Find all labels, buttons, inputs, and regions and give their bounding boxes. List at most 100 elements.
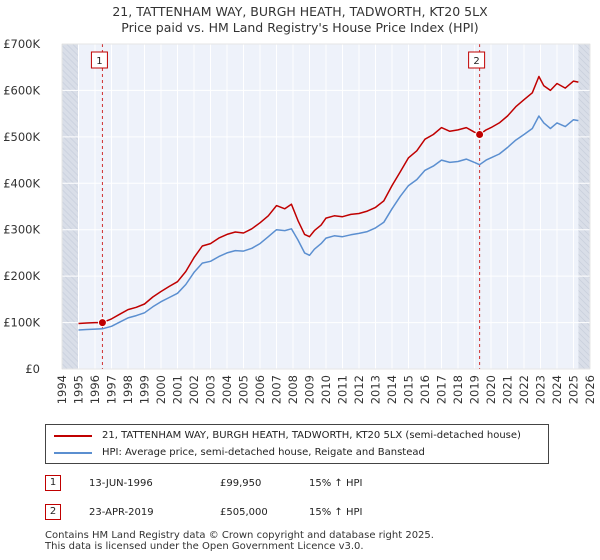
plot-border bbox=[61, 43, 591, 370]
hatch-line bbox=[578, 158, 591, 171]
x-tick-label: 1997 bbox=[105, 375, 119, 404]
hatch-line bbox=[578, 218, 591, 231]
x-tick-label: 2014 bbox=[385, 375, 399, 404]
hatch-line bbox=[61, 111, 79, 129]
legend-hpi-label: HPI: Average price, semi-detached house,… bbox=[102, 447, 425, 458]
x-tick-label: 2019 bbox=[468, 375, 482, 404]
hatch-line bbox=[61, 165, 79, 183]
x-tick-label: 2002 bbox=[187, 375, 201, 404]
x-tick-label: 2007 bbox=[270, 375, 284, 404]
legend-hpi-line-icon bbox=[54, 452, 92, 454]
y-tick-label: £500K bbox=[3, 130, 40, 144]
hatch-line bbox=[578, 128, 591, 141]
sale-flag-label-1: 1 bbox=[96, 56, 102, 67]
hatch-line bbox=[578, 302, 591, 315]
sale-date-1: 13-JUN-1996 bbox=[89, 478, 153, 489]
hatch-line bbox=[578, 50, 591, 63]
hatch-line bbox=[61, 225, 79, 243]
hatch-line bbox=[578, 206, 591, 219]
hatch-line bbox=[578, 152, 591, 165]
hatch-line bbox=[578, 242, 591, 255]
hatch-line bbox=[578, 212, 591, 225]
sale-point-2 bbox=[475, 130, 485, 140]
hatch-line bbox=[578, 122, 591, 135]
x-tick-label: 2009 bbox=[303, 375, 317, 404]
hatch-line bbox=[61, 249, 79, 267]
hatch-line bbox=[61, 333, 79, 351]
x-tick-label: 2000 bbox=[154, 375, 168, 404]
y-tick-label: £200K bbox=[3, 269, 40, 283]
hatch-line bbox=[578, 176, 591, 189]
sale-price-1: £99,950 bbox=[220, 478, 262, 489]
hatch-line bbox=[578, 362, 586, 370]
hatch-line bbox=[578, 164, 591, 177]
x-tick-label: 1999 bbox=[138, 375, 152, 404]
hatch-line bbox=[578, 332, 591, 345]
hatch-line bbox=[578, 182, 591, 195]
hatch-line bbox=[61, 75, 79, 93]
hatch-line bbox=[61, 309, 79, 327]
y-tick-label: £700K bbox=[3, 37, 40, 51]
hatch-line bbox=[61, 339, 79, 357]
hatch-line bbox=[61, 81, 79, 99]
footer-line-1: Contains HM Land Registry data © Crown c… bbox=[45, 530, 434, 541]
x-tick-label: 2010 bbox=[319, 375, 333, 404]
hatch-line bbox=[578, 92, 591, 105]
footer-line-2: This data is licensed under the Open Gov… bbox=[45, 541, 364, 552]
hatch-line bbox=[61, 291, 79, 309]
hatch-line bbox=[578, 74, 591, 87]
hatch-line bbox=[578, 146, 591, 159]
hatch-line bbox=[578, 284, 591, 297]
hatch-line bbox=[578, 326, 591, 339]
hatch-line bbox=[61, 243, 79, 261]
x-tick-label: 2021 bbox=[501, 375, 515, 404]
hatch-line bbox=[61, 279, 79, 297]
sale-price-2: £505,000 bbox=[220, 507, 268, 518]
hatch-line bbox=[578, 344, 591, 357]
hatch-line bbox=[578, 62, 591, 75]
hatch-line bbox=[578, 272, 591, 285]
sale-hpi-1: 15% ↑ HPI bbox=[309, 478, 363, 489]
sale-date-2: 23-APR-2019 bbox=[89, 507, 154, 518]
x-tick-label: 1995 bbox=[72, 375, 86, 404]
hatch-line bbox=[578, 44, 591, 57]
x-tick-label: 1994 bbox=[55, 375, 69, 404]
hatch-line bbox=[61, 285, 79, 303]
hatch-line bbox=[578, 194, 591, 207]
hatch-line bbox=[61, 93, 79, 111]
hatch-line bbox=[61, 129, 79, 147]
hatch-line bbox=[61, 183, 79, 201]
chart-legend: 21, TATTENHAM WAY, BURGH HEATH, TADWORTH… bbox=[45, 424, 549, 464]
hatch-line bbox=[578, 296, 591, 309]
x-tick-label: 2008 bbox=[286, 375, 300, 404]
hatch-line bbox=[61, 105, 79, 123]
x-tick-label: 1996 bbox=[88, 375, 102, 404]
y-tick-label: £100K bbox=[3, 316, 40, 330]
hatch-line bbox=[578, 68, 591, 81]
x-tick-label: 2005 bbox=[237, 375, 251, 404]
hatch-line bbox=[61, 315, 79, 333]
hatch-line bbox=[61, 141, 79, 159]
hatch-line bbox=[578, 170, 591, 183]
hatch-line bbox=[61, 213, 79, 231]
hatch-line bbox=[61, 153, 79, 171]
hatch-line bbox=[578, 356, 591, 369]
x-tick-label: 2013 bbox=[369, 375, 383, 404]
sale-point-1 bbox=[97, 318, 107, 328]
hatch-line bbox=[61, 51, 79, 69]
title-line-2: Price paid vs. HM Land Registry's House … bbox=[121, 20, 479, 35]
hatch-line bbox=[61, 135, 79, 153]
hatch-line bbox=[61, 207, 79, 225]
plot-area: £0 £100K £200K £300K £400K £500K £600K £700K 199… bbox=[3, 37, 597, 404]
hatch-line bbox=[578, 314, 591, 327]
x-tick-label: 2001 bbox=[171, 375, 185, 404]
x-tick-label: 2015 bbox=[402, 375, 416, 404]
title-line-1: 21, TATTENHAM WAY, BURGH HEATH, TADWORTH… bbox=[112, 4, 488, 19]
x-tick-label: 2024 bbox=[550, 375, 564, 404]
hatch-line bbox=[578, 230, 591, 243]
hatch-line bbox=[61, 357, 74, 370]
hatch-line bbox=[61, 297, 79, 315]
hpi-series-line bbox=[78, 115, 579, 331]
hatch-line bbox=[61, 261, 79, 279]
hatch-line bbox=[578, 104, 591, 117]
